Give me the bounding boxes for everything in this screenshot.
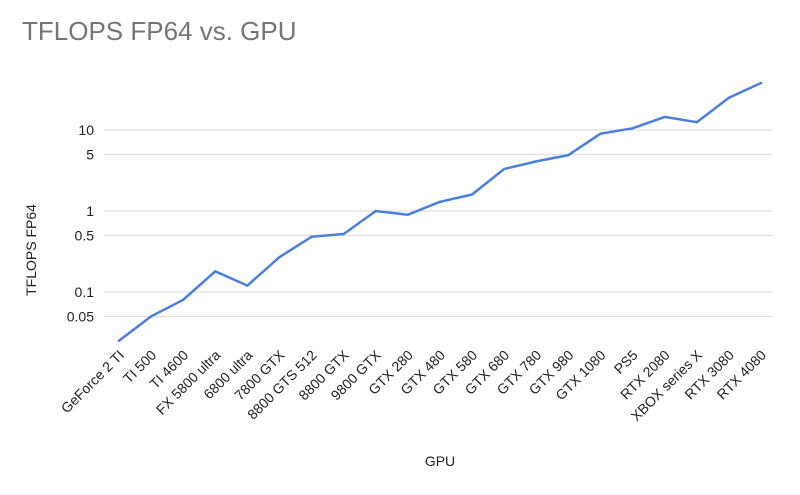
series-line-layer [117, 81, 763, 343]
y-axis-ticks: 0.05 0.1 0.5 1 5 10 [67, 122, 94, 324]
y-tick-label: 5 [86, 146, 94, 162]
data-point [599, 132, 602, 135]
x-tick-label: GeForce 2 TI [58, 347, 127, 416]
data-point [759, 81, 763, 85]
data-point [567, 153, 570, 157]
data-point [438, 200, 442, 203]
data-point [342, 232, 345, 236]
data-point [695, 120, 698, 124]
y-tick-label: 0.1 [75, 284, 95, 300]
data-point [470, 193, 474, 196]
data-point [406, 213, 410, 216]
y-tick-label: 1 [86, 203, 94, 219]
gridlines [104, 129, 772, 317]
data-point [535, 160, 538, 163]
series-line [117, 81, 763, 343]
data-point [727, 96, 731, 99]
y-tick-label: 10 [78, 122, 94, 138]
data-point [278, 255, 281, 259]
data-point [310, 235, 313, 239]
data-point [182, 298, 185, 302]
y-tick-label: 0.5 [75, 227, 95, 243]
y-tick-label: 0.05 [67, 308, 94, 324]
data-point [503, 167, 506, 171]
data-point [374, 209, 377, 213]
y-axis-title: TFLOPS FP64 [23, 204, 39, 296]
data-point [117, 339, 121, 342]
data-point [214, 270, 217, 273]
data-point [149, 315, 153, 318]
data-point [246, 284, 249, 287]
data-point [663, 115, 666, 119]
x-axis-title: GPU [425, 453, 455, 469]
chart-title: TFLOPS FP64 vs. GPU [22, 16, 297, 46]
data-point [631, 127, 634, 130]
